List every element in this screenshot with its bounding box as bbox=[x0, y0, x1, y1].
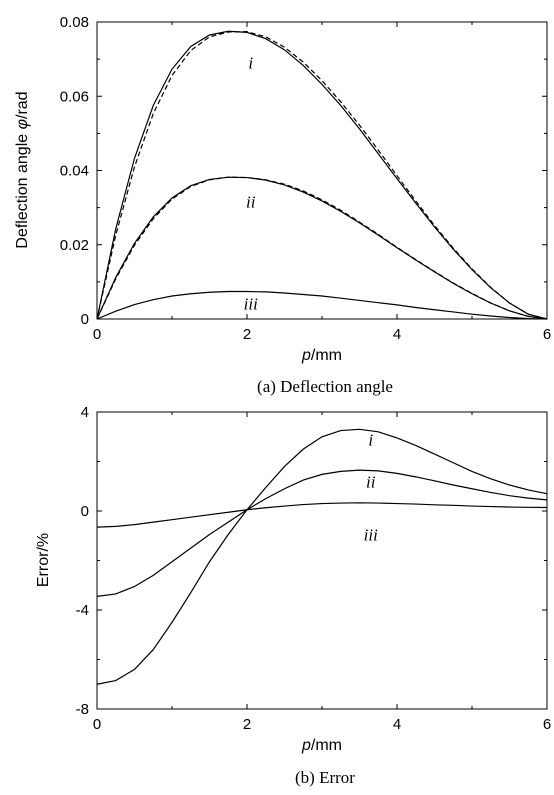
plot-frame-b bbox=[96, 411, 548, 710]
y-tick-label: 4 bbox=[81, 404, 89, 421]
y-axis-unit-a: /rad bbox=[14, 91, 31, 119]
axis-ticks-a: 0 2 4 6 0 0.02 0.04 0.06 0.08 bbox=[60, 14, 551, 343]
x-axis-title-a: p/mm bbox=[301, 347, 342, 364]
caption-a: (a) Deflection angle bbox=[257, 377, 393, 396]
series-line-i bbox=[96, 428, 548, 685]
y-tick-label: 0 bbox=[81, 503, 89, 520]
curve-label-i: i bbox=[248, 53, 253, 72]
y-axis-var-a: φ bbox=[14, 119, 31, 129]
x-tick-label: 2 bbox=[243, 716, 251, 733]
y-tick-label: 0.04 bbox=[60, 163, 89, 180]
y-tick-label: 0.08 bbox=[60, 14, 89, 31]
y-tick-label: 0.02 bbox=[60, 237, 89, 254]
y-tick-label: 0.06 bbox=[60, 88, 89, 105]
x-tick-label: 2 bbox=[243, 326, 251, 343]
plot-frame-a bbox=[96, 21, 548, 320]
x-axis-var-b: p bbox=[301, 737, 311, 754]
x-tick-label: 6 bbox=[543, 716, 551, 733]
curve-label-i: i bbox=[368, 430, 373, 449]
y-axis-title-b: Error/% bbox=[35, 533, 52, 587]
series-line-iii bbox=[96, 502, 548, 528]
curve-label-ii: ii bbox=[246, 193, 256, 212]
x-axis-title-b: p/mm bbox=[301, 737, 342, 754]
curve-label-iii: iii bbox=[364, 526, 378, 545]
series-line-iii bbox=[96, 290, 548, 320]
y-tick-label: -8 bbox=[76, 701, 89, 718]
y-axis-title-a: Deflection angle φ/rad bbox=[14, 91, 31, 248]
series-line-ii bbox=[96, 176, 548, 320]
series-line-i-dashed bbox=[96, 31, 548, 320]
x-axis-var-a: p bbox=[301, 347, 311, 364]
axis-ticks-b: 0 2 4 6 -8 -4 0 4 bbox=[76, 404, 552, 733]
x-tick-label: 4 bbox=[393, 326, 401, 343]
series-line-ii bbox=[96, 469, 548, 597]
x-tick-label: 0 bbox=[93, 326, 101, 343]
y-axis-prefix-a: Deflection angle bbox=[14, 129, 31, 248]
curve-label-iii: iii bbox=[244, 295, 258, 314]
y-tick-label: 0 bbox=[81, 311, 89, 328]
x-axis-unit-b: /mm bbox=[311, 737, 342, 754]
series-group-a bbox=[96, 30, 548, 320]
curve-label-ii: ii bbox=[366, 472, 376, 491]
x-axis-unit-a: /mm bbox=[311, 347, 342, 364]
x-tick-label: 6 bbox=[543, 326, 551, 343]
x-tick-label: 4 bbox=[393, 716, 401, 733]
series-group-b bbox=[96, 428, 548, 685]
y-tick-label: -4 bbox=[76, 602, 89, 619]
caption-b: (b) Error bbox=[295, 768, 355, 787]
x-tick-label: 0 bbox=[93, 716, 101, 733]
